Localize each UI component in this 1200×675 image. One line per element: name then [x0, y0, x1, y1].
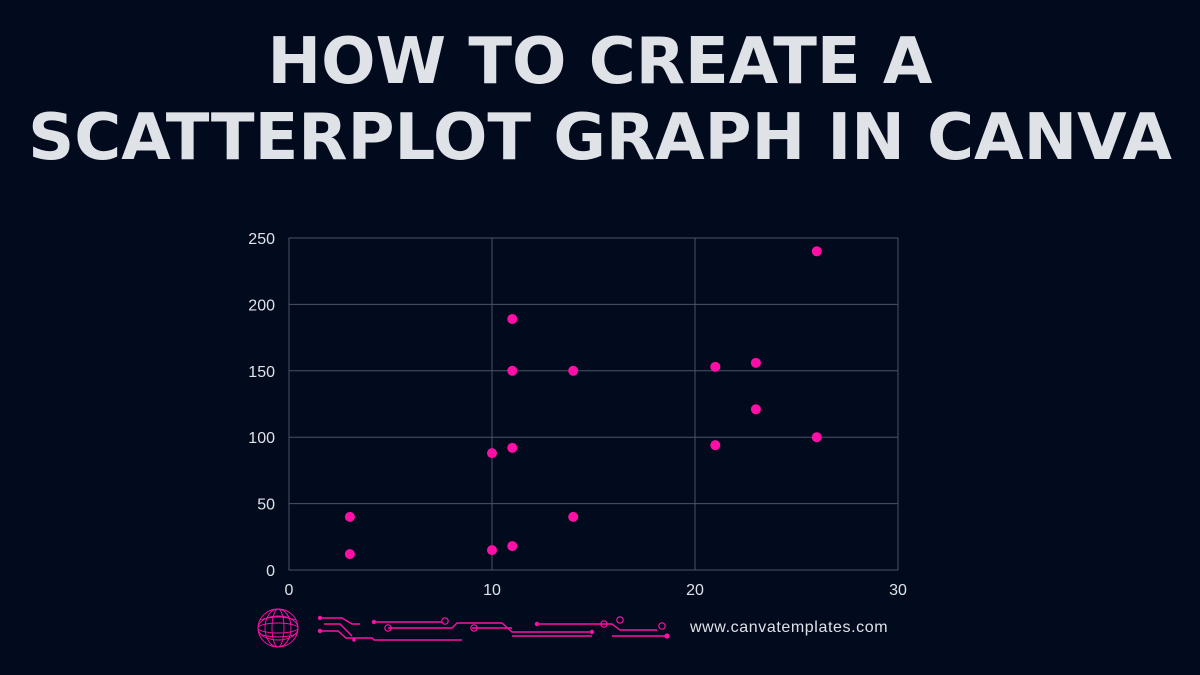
y-tick-label: 100	[248, 430, 275, 447]
website-url: www.canvatemplates.com	[690, 619, 889, 636]
data-point	[507, 365, 518, 376]
data-point	[710, 440, 721, 451]
x-tick-label: 0	[285, 582, 294, 599]
x-tick-label: 10	[483, 582, 501, 599]
title-line-1: HOW TO CREATE A	[267, 25, 933, 99]
data-point	[507, 314, 518, 325]
data-point	[568, 365, 579, 376]
data-point	[750, 404, 761, 415]
page-title: HOW TO CREATE A SCATTERPLOT GRAPH IN CAN…	[0, 24, 1200, 176]
y-tick-label: 200	[248, 297, 275, 314]
x-tick-label: 20	[686, 582, 704, 599]
data-point	[344, 549, 355, 560]
y-tick-label: 150	[248, 364, 275, 381]
y-tick-label: 50	[257, 497, 275, 514]
data-point	[811, 432, 822, 443]
data-point	[811, 246, 822, 257]
data-point	[487, 448, 497, 459]
title-line-2: SCATTERPLOT GRAPH IN CANVA	[28, 101, 1172, 175]
data-point	[507, 541, 518, 552]
data-point	[710, 361, 721, 372]
circuit-lines-icon	[317, 615, 670, 642]
chart-ticks: 0 50 100 150 200 250 0 10 20 30	[248, 231, 907, 599]
data-point	[487, 545, 497, 556]
plot-frame	[288, 237, 899, 571]
y-tick-label: 0	[266, 563, 275, 580]
chart-points	[344, 246, 822, 560]
data-point	[344, 511, 355, 522]
y-tick-label: 250	[248, 231, 275, 248]
globe-icon	[257, 608, 299, 648]
data-point	[507, 442, 518, 453]
x-tick-label: 30	[889, 582, 907, 599]
data-point	[568, 511, 579, 522]
data-point	[750, 357, 761, 368]
chart-grid	[288, 237, 899, 571]
